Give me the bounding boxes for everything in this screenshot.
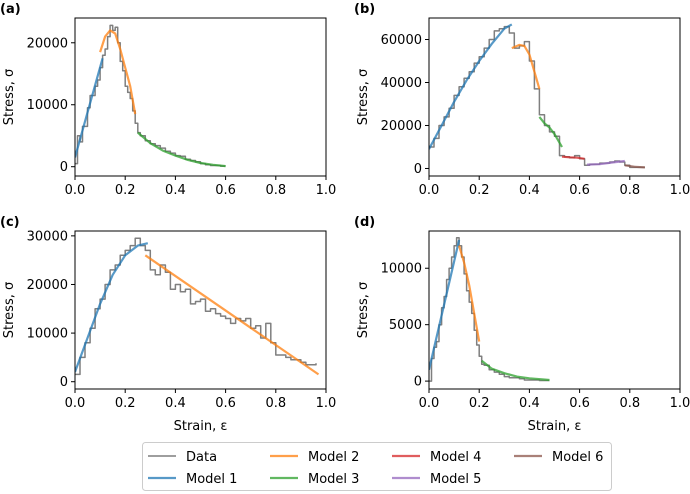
plot-area bbox=[429, 23, 645, 169]
x-tick-label: 0.0 bbox=[65, 396, 86, 411]
series-line-model-1 bbox=[429, 23, 513, 150]
y-tick-label: 5000 bbox=[389, 318, 422, 333]
x-tick-label: 0.0 bbox=[419, 183, 440, 198]
x-tick-label: 1.0 bbox=[670, 396, 690, 411]
panel-label: (c) bbox=[0, 215, 20, 230]
y-tick-label: 10000 bbox=[27, 98, 68, 113]
x-axis-label: Strain, ε bbox=[528, 419, 582, 434]
x-tick-label: 0.6 bbox=[215, 183, 236, 198]
x-tick-label: 0.2 bbox=[469, 396, 490, 411]
y-tick-label: 0 bbox=[60, 375, 68, 390]
series-line-model-5 bbox=[587, 159, 625, 166]
x-tick-label: 0.0 bbox=[419, 396, 440, 411]
x-tick-label: 0.6 bbox=[569, 183, 590, 198]
panel-label: (b) bbox=[354, 2, 375, 17]
legend-label-model-3: Model 3 bbox=[308, 472, 359, 487]
y-axis-label: Stress, σ bbox=[356, 69, 371, 125]
x-tick-label: 0.6 bbox=[569, 396, 590, 411]
x-tick-label: 0.8 bbox=[265, 396, 286, 411]
y-tick-label: 40000 bbox=[381, 76, 422, 91]
series-line-model-3 bbox=[481, 359, 550, 382]
panel-label: (a) bbox=[0, 2, 21, 17]
y-tick-label: 0 bbox=[414, 162, 422, 177]
panel-c: 0.0 0.2 0.4 0.6 0.8 1.0 0 10000 20000 30000 Stress… bbox=[0, 215, 336, 434]
panel-a: 0.0 0.2 0.4 0.6 0.8 1.0 0 10000 20000 Stress, σ (a… bbox=[0, 2, 336, 198]
series-line-model-4 bbox=[561, 155, 585, 160]
x-tick-label: 0.2 bbox=[469, 183, 490, 198]
panel-b: 0.0 0.2 0.4 0.6 0.8 1.0 0 20000 40000 60000 Stress… bbox=[354, 2, 690, 198]
series-line-model-2 bbox=[99, 29, 137, 115]
x-tick-label: 1.0 bbox=[670, 183, 690, 198]
series-line-model-3 bbox=[137, 131, 226, 168]
series-line-model-6 bbox=[624, 164, 645, 169]
y-tick-label: 10000 bbox=[27, 327, 68, 342]
panel-d: 0.0 0.2 0.4 0.6 0.8 1.0 0 5000 10000 Stress, σ Str… bbox=[354, 215, 690, 434]
x-tick-label: 0.8 bbox=[619, 396, 640, 411]
y-axis-label: Stress, σ bbox=[2, 69, 17, 125]
panel-label: (d) bbox=[354, 215, 375, 230]
y-tick-label: 20000 bbox=[27, 36, 68, 51]
y-tick-label: 60000 bbox=[381, 33, 422, 48]
plot-area bbox=[75, 237, 320, 376]
y-tick-label: 20000 bbox=[381, 119, 422, 134]
series-line-model-2 bbox=[458, 245, 481, 342]
y-axis-label: Stress, σ bbox=[2, 282, 17, 338]
series-line-model-1 bbox=[75, 242, 149, 373]
series-line-data bbox=[75, 24, 226, 167]
legend: Data Model 1 Model 2 Model 3 Model 4 Model 5 M… bbox=[142, 442, 612, 491]
legend-label-data: Data bbox=[186, 450, 217, 465]
x-tick-label: 0.2 bbox=[115, 183, 136, 198]
plot-area bbox=[75, 24, 226, 168]
legend-label-model-1: Model 1 bbox=[186, 472, 237, 487]
series-line-data bbox=[75, 237, 317, 376]
y-tick-label: 0 bbox=[414, 375, 422, 390]
x-tick-label: 0.4 bbox=[165, 183, 186, 198]
legend-label-model-6: Model 6 bbox=[552, 450, 603, 465]
series-line-model-1 bbox=[429, 239, 461, 371]
series-line-data bbox=[429, 237, 550, 382]
legend-label-model-5: Model 5 bbox=[430, 472, 481, 487]
plot-area bbox=[429, 237, 550, 382]
x-tick-label: 0.4 bbox=[519, 396, 540, 411]
x-axis-label: Strain, ε bbox=[174, 419, 228, 434]
series-line-model-3 bbox=[538, 116, 563, 148]
y-tick-label: 0 bbox=[60, 160, 68, 175]
x-tick-label: 0.8 bbox=[265, 183, 286, 198]
legend-label-model-2: Model 2 bbox=[308, 450, 359, 465]
legend-label-model-4: Model 4 bbox=[430, 450, 481, 465]
y-tick-label: 20000 bbox=[27, 278, 68, 293]
series-line-model-2 bbox=[511, 43, 541, 90]
series-line-data bbox=[429, 25, 645, 169]
y-tick-label: 10000 bbox=[381, 262, 422, 277]
x-tick-label: 0.2 bbox=[115, 396, 136, 411]
y-tick-label: 30000 bbox=[27, 229, 68, 244]
x-tick-label: 0.0 bbox=[65, 183, 86, 198]
y-axis-label: Stress, σ bbox=[356, 282, 371, 338]
legend-frame bbox=[142, 442, 612, 491]
axes-frame bbox=[428, 230, 681, 390]
axes-frame bbox=[74, 230, 327, 390]
x-tick-label: 1.0 bbox=[316, 396, 337, 411]
x-tick-label: 1.0 bbox=[316, 183, 337, 198]
x-tick-label: 0.4 bbox=[165, 396, 186, 411]
x-tick-label: 0.4 bbox=[519, 183, 540, 198]
series-line-model-1 bbox=[75, 58, 104, 158]
series-line-model-2 bbox=[144, 254, 320, 376]
axes-frame bbox=[428, 17, 681, 177]
x-tick-label: 0.6 bbox=[215, 396, 236, 411]
x-tick-label: 0.8 bbox=[619, 183, 640, 198]
axes-frame bbox=[74, 17, 327, 177]
